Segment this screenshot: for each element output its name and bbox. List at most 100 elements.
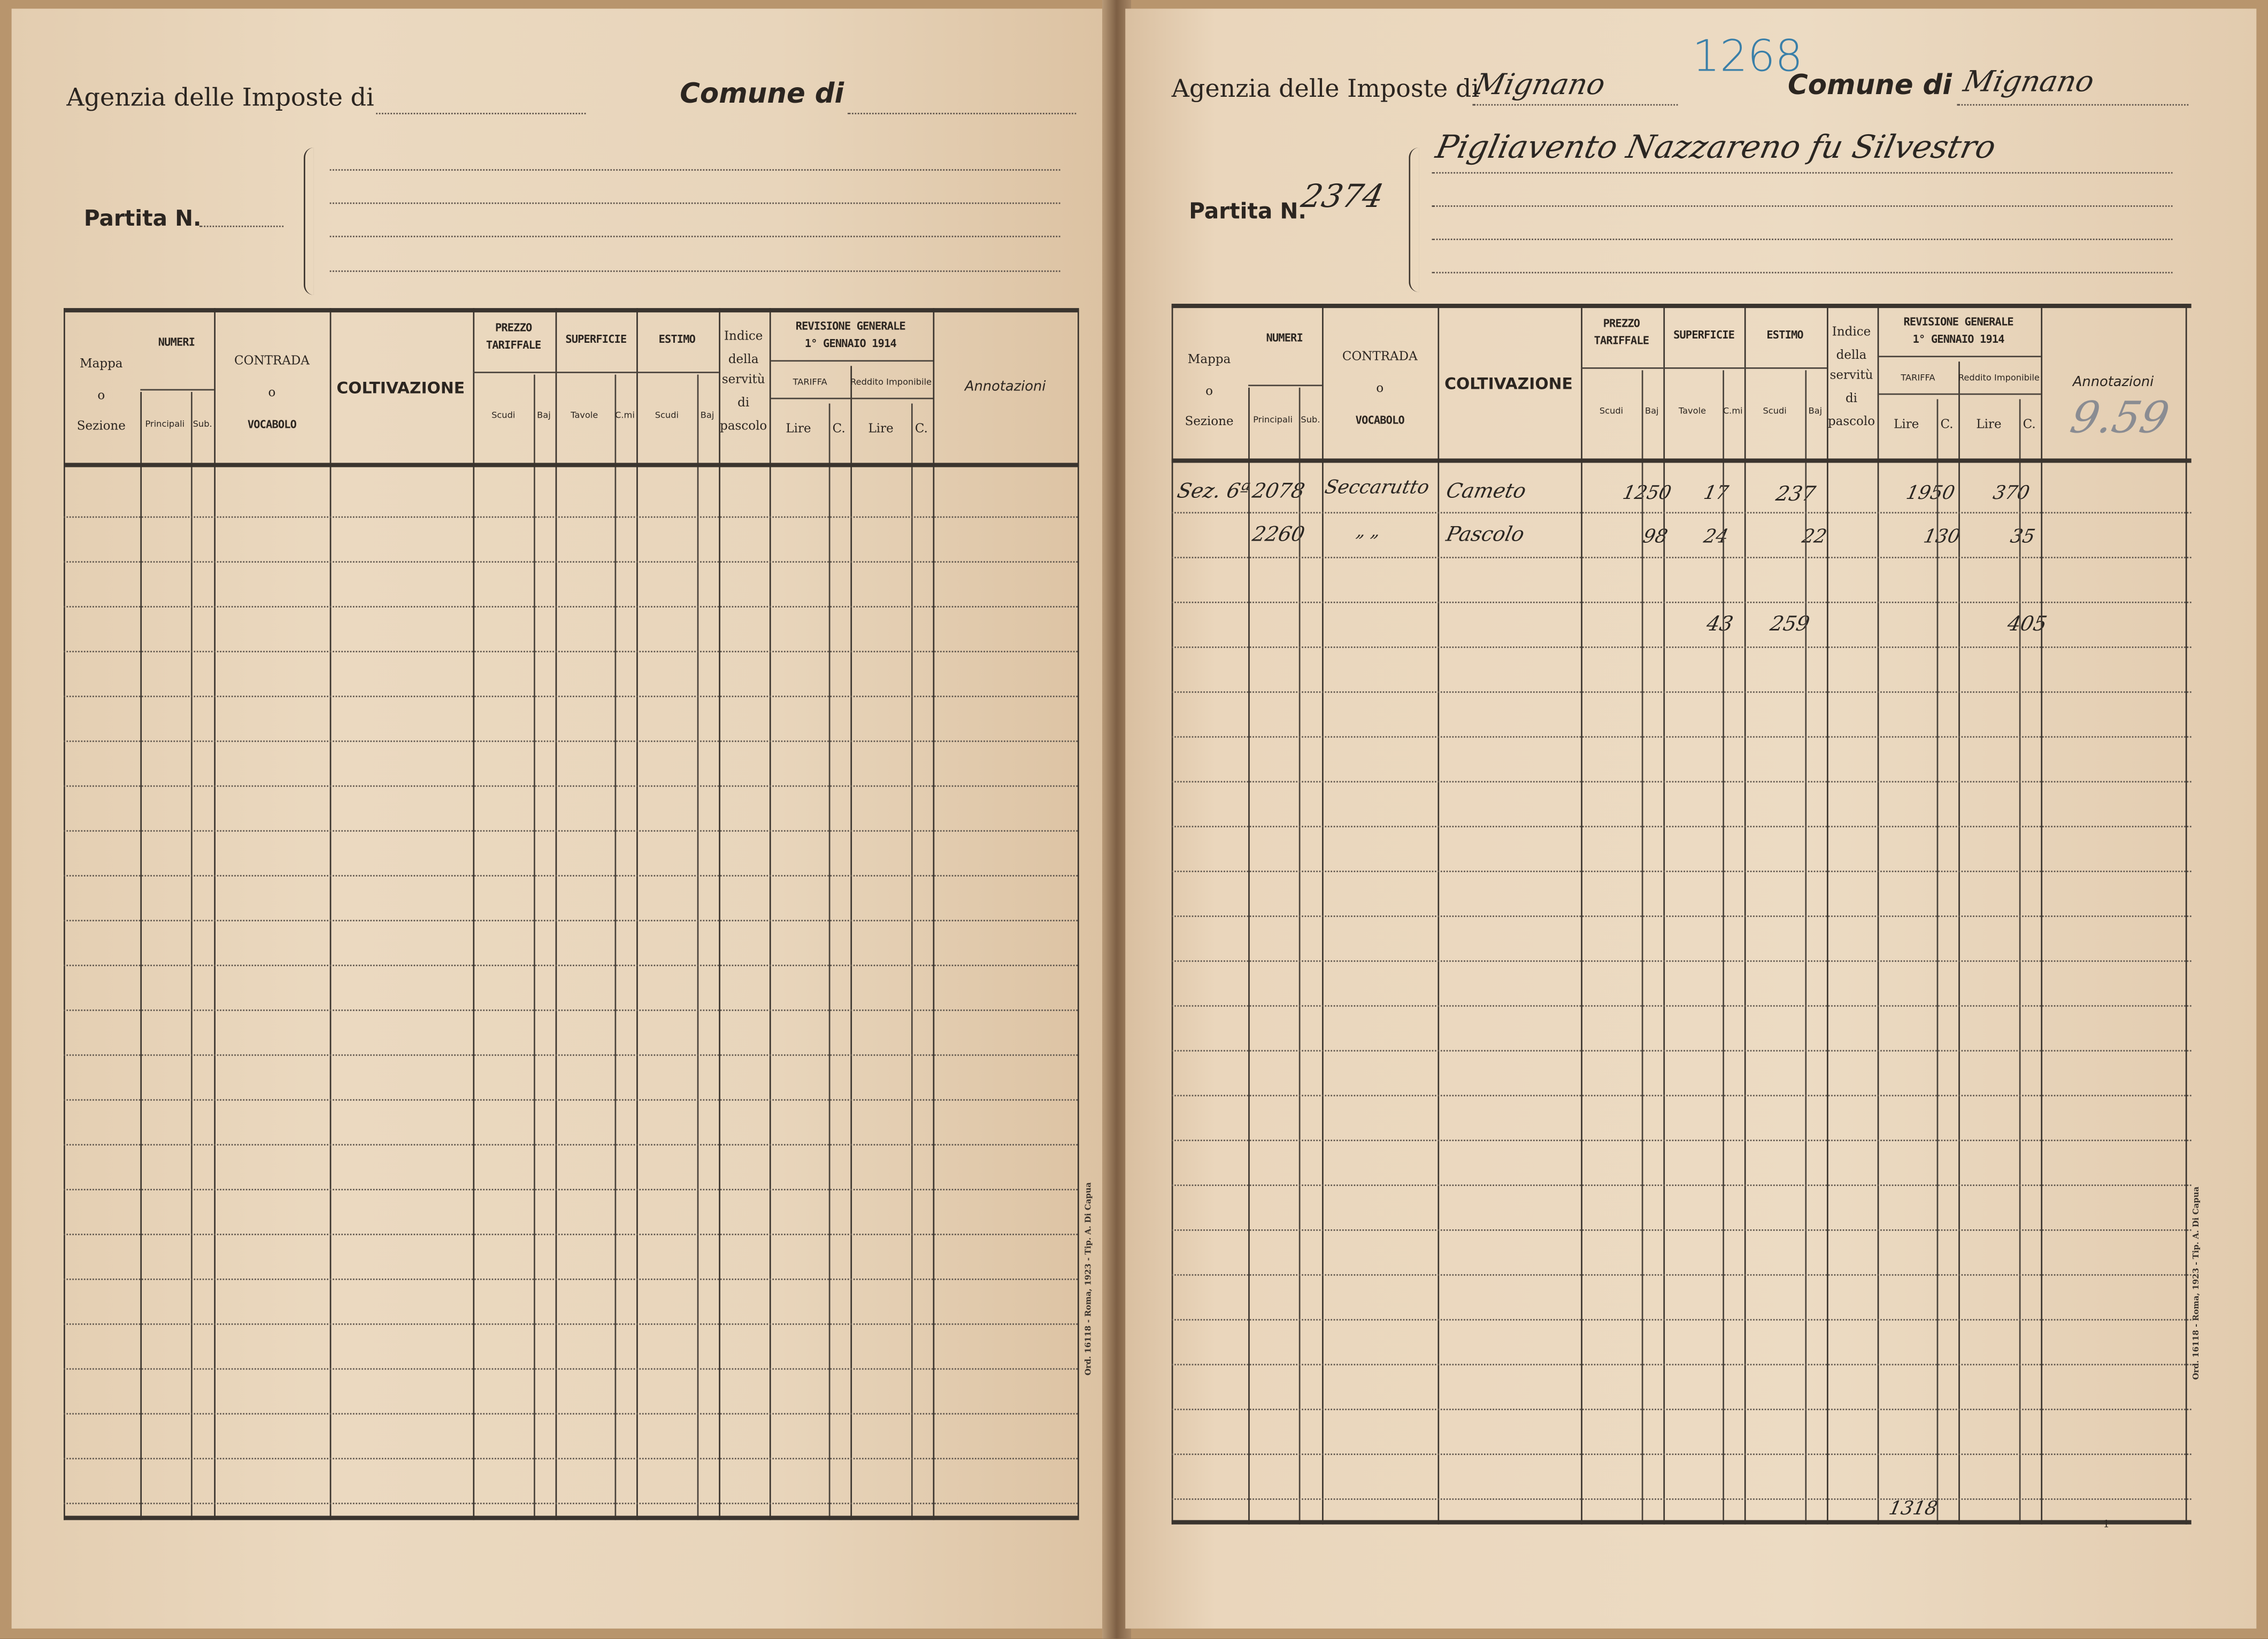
row-rule: [1171, 602, 2192, 603]
column-header-indice-3: di: [1845, 391, 1858, 407]
column-header-indice-1: della: [1836, 348, 1867, 363]
header-rule: [64, 463, 1078, 467]
bottom-rule: [1171, 1520, 2192, 1525]
owner-line: [329, 202, 1060, 204]
column-rule: [933, 308, 935, 1520]
column-rule: [1641, 370, 1643, 1525]
column-header-estimo: ESTIMO: [658, 333, 696, 346]
header-subrule: [1581, 367, 1664, 372]
page-number: 1: [2103, 1518, 2110, 1530]
row-rule: [64, 1323, 1078, 1325]
row1-superficie: 17: [1701, 483, 1731, 505]
row-rule: [1171, 512, 2192, 514]
column-rule: [1877, 303, 1879, 1525]
row-rule: [1171, 781, 2192, 783]
column-header-o: o: [268, 386, 276, 401]
column-header-indice-2: servitù: [1829, 368, 1873, 383]
row-rule: [1171, 1453, 2192, 1455]
column-header-lire: Lire: [1976, 418, 2002, 433]
column-header-sezione: Sezione: [1185, 415, 1234, 430]
header-subrule: [1877, 393, 2041, 398]
column-header-scudi: Scudi: [1763, 406, 1787, 417]
row-rule: [1171, 1364, 2192, 1366]
row2-contrada: „ „: [1354, 520, 1382, 541]
column-header-o: o: [1376, 382, 1384, 397]
row-rule: [1171, 1409, 2192, 1411]
owner-line: [1432, 272, 2173, 274]
row-rule: [1171, 1498, 2192, 1500]
column-header-revisione1: REVISIONE GENERALE: [795, 319, 906, 333]
agenzia-label: Agenzia delle Imposte di: [1171, 75, 1480, 104]
column-header-lire: Lire: [1894, 418, 1919, 433]
row-rule: [1171, 1184, 2192, 1186]
row1-tariffa: 1950: [1904, 483, 1957, 505]
row-rule: [64, 965, 1078, 966]
owner-line: [329, 270, 1060, 272]
row-rule: [1171, 647, 2192, 648]
column-header-mappa: Mappa: [80, 357, 123, 372]
column-header-revisione1: REVISIONE GENERALE: [1903, 315, 2014, 328]
row-rule: [1171, 1140, 2192, 1142]
column-header-principali: Principali: [1253, 415, 1293, 426]
column-header-indice-1: della: [728, 352, 759, 367]
row-rule: [64, 1503, 1078, 1504]
row-rule: [64, 1054, 1078, 1056]
row1-estimo: 237: [1773, 483, 1818, 506]
column-rule: [1827, 303, 1828, 1525]
partita-value: 2374: [1298, 179, 1387, 216]
right-page: Agenzia delle Imposte di Mignano 1268 Co…: [1125, 9, 2257, 1629]
owner-line: [1432, 172, 2173, 174]
row-rule: [64, 830, 1078, 832]
column-header-coltivazione: COLTIVAZIONE: [336, 379, 465, 398]
column-header-contrada: CONTRADA: [234, 354, 310, 369]
row-rule: [64, 875, 1078, 877]
row-rule: [64, 695, 1078, 697]
column-rule: [1248, 387, 1250, 1525]
column-header-contrada: CONTRADA: [1342, 350, 1418, 365]
column-header-indice-0: Indice: [724, 329, 763, 344]
column-rule: [1805, 370, 1807, 1525]
owner-line: [329, 169, 1060, 171]
column-header-annotazioni: Annotazioni: [2072, 374, 2154, 391]
column-header-numeri: NUMERI: [1266, 331, 1303, 344]
brace: [303, 147, 314, 295]
column-rule: [214, 308, 216, 1520]
header-subrule: [555, 372, 637, 376]
column-rule: [2185, 303, 2187, 1525]
agenzia-value: Mignano: [1471, 66, 1609, 102]
column-header-lire: Lire: [786, 422, 811, 437]
brace: [1409, 147, 1419, 293]
column-rule: [191, 391, 193, 1520]
column-header-estimo: ESTIMO: [1766, 328, 1803, 342]
header-subrule: [769, 397, 933, 402]
row-rule: [64, 740, 1078, 742]
printer-mark: Ord. 16118 - Roma, 1923 - Tip. A. Di Cap…: [1085, 1182, 1094, 1376]
column-rule: [1723, 370, 1725, 1525]
column-header-o: o: [97, 389, 105, 404]
column-rule: [1171, 303, 1173, 1525]
owner-line: [1432, 238, 2173, 240]
row-rule: [64, 516, 1078, 518]
column-header-prezzo1: PREZZO: [1603, 317, 1640, 330]
row-rule: [1171, 1005, 2192, 1007]
partita-label: Partita N.: [1189, 198, 1306, 225]
column-header-tavole: Tavole: [571, 411, 598, 421]
header-subrule: [1744, 367, 1827, 372]
column-header-sezione: Sezione: [76, 419, 126, 434]
row2-principali: 2260: [1250, 524, 1307, 547]
column-header-baj: Baj: [537, 411, 551, 421]
column-header-c: C.: [2023, 418, 2036, 433]
column-header-o: o: [1205, 384, 1213, 399]
column-header-vocabolo: VOCABOLO: [1355, 413, 1405, 427]
column-rule: [1322, 303, 1324, 1525]
column-rule: [1078, 308, 1079, 1520]
total-superficie: 43: [1704, 613, 1735, 637]
row-rule: [64, 1189, 1078, 1190]
column-header-c: C.: [914, 422, 928, 437]
row-rule: [1171, 960, 2192, 962]
column-rule: [64, 308, 65, 1520]
partita-label: Partita N.: [83, 205, 202, 232]
row2-tariffa: 130: [1921, 526, 1962, 549]
column-header-cmi: C.mi: [1723, 406, 1743, 417]
